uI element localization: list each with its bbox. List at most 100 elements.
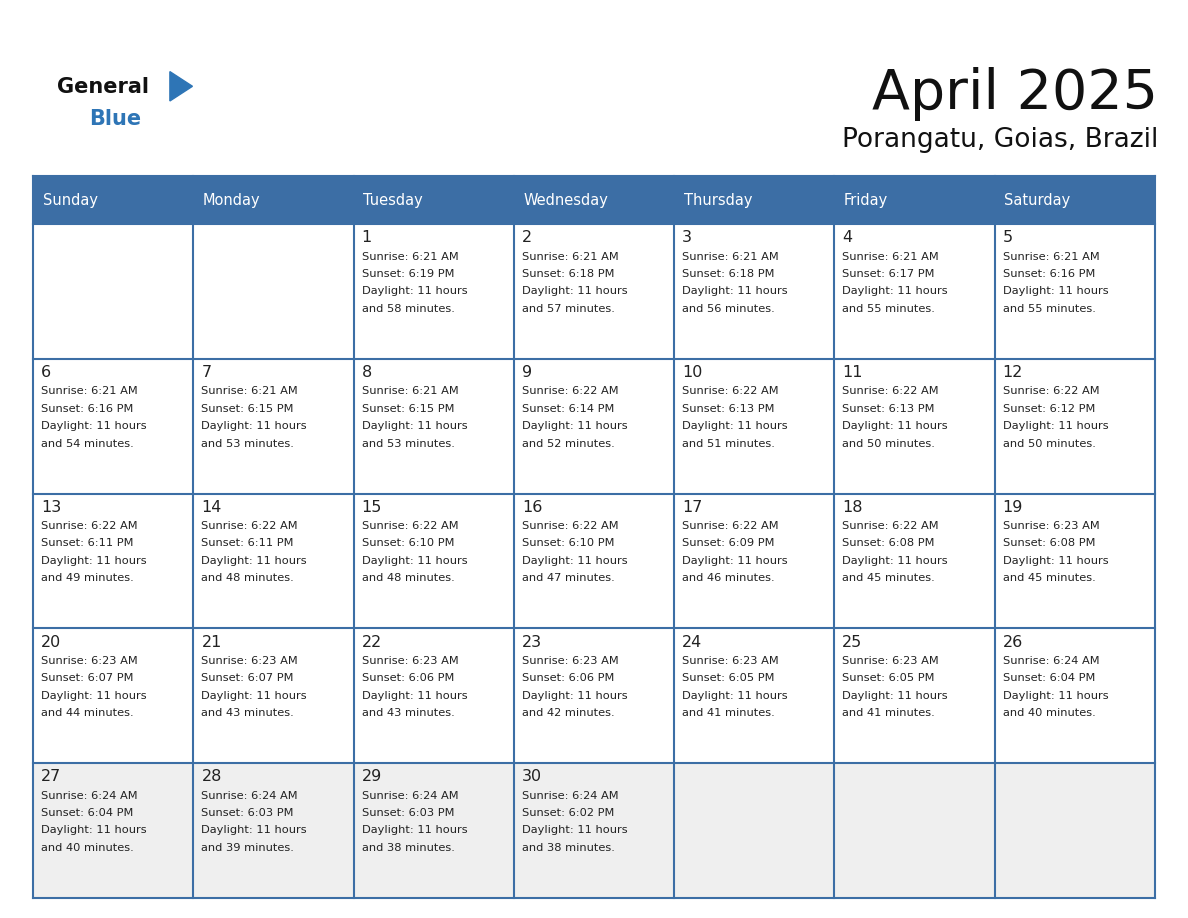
Text: Sunset: 6:02 PM: Sunset: 6:02 PM [522,808,614,818]
Text: Daylight: 11 hours: Daylight: 11 hours [682,286,788,297]
Bar [33,176,194,224]
Text: Sunset: 6:18 PM: Sunset: 6:18 PM [522,269,614,279]
Text: and 50 minutes.: and 50 minutes. [842,439,935,449]
Text: Sunrise: 6:22 AM: Sunrise: 6:22 AM [522,386,619,397]
Bar [994,224,1155,359]
Text: and 40 minutes.: and 40 minutes. [1003,708,1095,718]
Text: 9: 9 [522,365,532,380]
Text: Sunrise: 6:24 AM: Sunrise: 6:24 AM [202,790,298,800]
Text: Daylight: 11 hours: Daylight: 11 hours [522,421,627,431]
Text: Daylight: 11 hours: Daylight: 11 hours [202,556,308,565]
Bar [674,763,834,898]
Text: 2: 2 [522,230,532,245]
Text: Sunset: 6:08 PM: Sunset: 6:08 PM [842,539,935,548]
Text: 21: 21 [202,634,222,650]
Text: Sunrise: 6:21 AM: Sunrise: 6:21 AM [361,386,459,397]
Text: Daylight: 11 hours: Daylight: 11 hours [361,825,467,835]
Text: 17: 17 [682,500,702,515]
Text: Daylight: 11 hours: Daylight: 11 hours [522,556,627,565]
Text: Sunrise: 6:21 AM: Sunrise: 6:21 AM [522,252,619,262]
Text: Daylight: 11 hours: Daylight: 11 hours [42,825,147,835]
Text: Sunrise: 6:23 AM: Sunrise: 6:23 AM [842,655,939,666]
Bar [33,628,194,763]
Bar [514,176,674,224]
Text: and 58 minutes.: and 58 minutes. [361,304,455,314]
Text: April 2025: April 2025 [872,67,1158,120]
Bar [354,224,514,359]
Bar [674,359,834,494]
Text: Sunset: 6:10 PM: Sunset: 6:10 PM [522,539,614,548]
Bar [194,763,354,898]
Text: and 47 minutes.: and 47 minutes. [522,574,614,583]
Text: Sunset: 6:08 PM: Sunset: 6:08 PM [1003,539,1095,548]
Text: Sunset: 6:04 PM: Sunset: 6:04 PM [42,808,133,818]
Text: 29: 29 [361,769,383,785]
Text: Sunset: 6:07 PM: Sunset: 6:07 PM [202,673,293,683]
Text: and 38 minutes.: and 38 minutes. [361,843,455,853]
Text: 7: 7 [202,365,211,380]
Bar [354,359,514,494]
Text: Saturday: Saturday [1004,193,1070,207]
Text: 1: 1 [361,230,372,245]
Text: Sunset: 6:05 PM: Sunset: 6:05 PM [682,673,775,683]
Text: General: General [57,77,148,97]
Text: and 45 minutes.: and 45 minutes. [842,574,935,583]
Text: Sunset: 6:16 PM: Sunset: 6:16 PM [42,404,133,414]
Text: Sunrise: 6:21 AM: Sunrise: 6:21 AM [682,252,779,262]
Text: Daylight: 11 hours: Daylight: 11 hours [842,421,948,431]
Text: Sunrise: 6:22 AM: Sunrise: 6:22 AM [522,521,619,531]
Bar [33,224,194,359]
Bar [834,224,994,359]
Text: Daylight: 11 hours: Daylight: 11 hours [1003,286,1108,297]
Text: Daylight: 11 hours: Daylight: 11 hours [682,421,788,431]
Text: 10: 10 [682,365,702,380]
Bar [834,176,994,224]
Text: Blue: Blue [89,109,141,129]
Bar [994,763,1155,898]
Text: Sunrise: 6:23 AM: Sunrise: 6:23 AM [1003,521,1099,531]
Bar [514,224,674,359]
Text: and 41 minutes.: and 41 minutes. [682,708,775,718]
Text: Sunrise: 6:22 AM: Sunrise: 6:22 AM [842,521,939,531]
Bar [834,359,994,494]
Text: 24: 24 [682,634,702,650]
Text: 5: 5 [1003,230,1012,245]
Text: Sunset: 6:13 PM: Sunset: 6:13 PM [682,404,775,414]
Text: Sunrise: 6:22 AM: Sunrise: 6:22 AM [361,521,459,531]
Text: Daylight: 11 hours: Daylight: 11 hours [1003,421,1108,431]
Text: Tuesday: Tuesday [364,193,423,207]
Bar [674,494,834,628]
Text: 25: 25 [842,634,862,650]
Text: and 50 minutes.: and 50 minutes. [1003,439,1095,449]
Text: and 49 minutes.: and 49 minutes. [42,574,134,583]
Text: Sunset: 6:15 PM: Sunset: 6:15 PM [202,404,293,414]
Text: Daylight: 11 hours: Daylight: 11 hours [42,556,147,565]
Text: Sunset: 6:03 PM: Sunset: 6:03 PM [361,808,454,818]
Text: Daylight: 11 hours: Daylight: 11 hours [202,421,308,431]
Text: Friday: Friday [843,193,889,207]
Bar [514,763,674,898]
Bar [33,359,194,494]
Text: 6: 6 [42,365,51,380]
Bar [674,224,834,359]
Text: Sunset: 6:07 PM: Sunset: 6:07 PM [42,673,134,683]
Text: Daylight: 11 hours: Daylight: 11 hours [202,690,308,700]
Text: Daylight: 11 hours: Daylight: 11 hours [202,825,308,835]
Text: and 40 minutes.: and 40 minutes. [42,843,134,853]
Text: 3: 3 [682,230,693,245]
Bar [194,494,354,628]
Text: 30: 30 [522,769,542,785]
Polygon shape [170,72,192,101]
Text: Porangatu, Goias, Brazil: Porangatu, Goias, Brazil [842,127,1158,152]
Text: Daylight: 11 hours: Daylight: 11 hours [361,286,467,297]
Text: Sunset: 6:18 PM: Sunset: 6:18 PM [682,269,775,279]
Text: 18: 18 [842,500,862,515]
Bar [514,359,674,494]
Text: Daylight: 11 hours: Daylight: 11 hours [1003,556,1108,565]
Text: Sunrise: 6:21 AM: Sunrise: 6:21 AM [842,252,939,262]
Text: 26: 26 [1003,634,1023,650]
Text: Sunset: 6:11 PM: Sunset: 6:11 PM [42,539,134,548]
Bar [194,359,354,494]
Bar [834,763,994,898]
Text: Daylight: 11 hours: Daylight: 11 hours [42,690,147,700]
